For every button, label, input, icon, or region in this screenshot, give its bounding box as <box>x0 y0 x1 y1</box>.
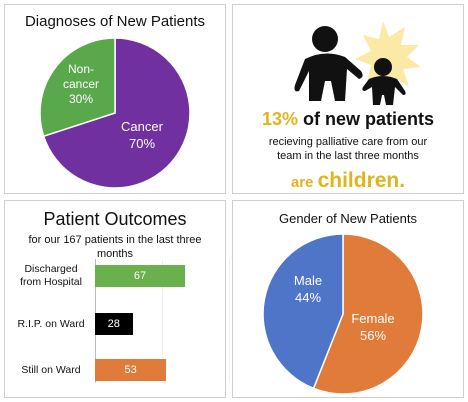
children-conclusion: are children. <box>233 169 463 193</box>
outcomes-subtitle: for our 167 patients in the last three m… <box>28 234 202 260</box>
male-label: Male <box>294 273 322 288</box>
non-cancer-percent: 30% <box>69 92 93 106</box>
pie-slice-cancer <box>42 37 191 189</box>
outcomes-panel: Patient Outcomes for our 167 patients in… <box>4 200 231 398</box>
bar-r-i-p-on-ward: 28 <box>95 313 133 335</box>
bar-category-label: Discharged from Hospital <box>20 263 82 288</box>
bar-still-on-ward: 53 <box>95 359 167 381</box>
cancer-percent: 70% <box>129 136 155 151</box>
outcomes-title: Patient Outcomes <box>43 209 187 229</box>
children-percent: 13% <box>261 109 298 129</box>
gender-title: Gender of New Patients <box>278 211 418 226</box>
children-panel: 13% of new patients recieving palliative… <box>232 4 464 194</box>
diagnoses-pie-chart: Non- cancer 30% Cancer 70% <box>39 37 191 189</box>
bar-category-label: Still on Ward <box>21 364 81 376</box>
male-percent: 44% <box>295 290 321 305</box>
diagnoses-title: Diagnoses of New Patients <box>24 13 206 30</box>
children-highlight-rest: of new patients <box>298 109 435 129</box>
bar-category-label: R.I.P. on Ward <box>17 318 85 330</box>
gridline <box>229 259 231 383</box>
cancer-label: Cancer <box>121 119 164 134</box>
non-cancer-label-2: cancer <box>63 77 99 91</box>
children-end-1: are <box>290 174 318 191</box>
children-line-1: recieving palliative care from our <box>268 136 428 148</box>
pie-slice-female <box>312 233 424 395</box>
children-line-2: team in the last three months <box>277 150 419 162</box>
adult-child-icon <box>294 21 421 105</box>
bar-discharged-from-hospital: 67 <box>95 265 185 287</box>
gender-pie-chart: Male 44% Female 56% <box>262 233 424 395</box>
children-description: recieving palliative care from our team … <box>233 135 463 163</box>
female-percent: 56% <box>360 328 386 343</box>
pie-slice-non-cancer <box>39 37 116 138</box>
gender-panel: Gender of New Patients Male 44% Female 5… <box>232 200 464 398</box>
pie-slice-male <box>262 233 344 390</box>
diagnoses-panel: Diagnoses of New Patients Non- cancer 30… <box>4 4 226 194</box>
children-highlight: 13% of new patients <box>233 109 463 130</box>
female-label: Female <box>351 311 394 326</box>
gridline <box>162 259 164 383</box>
non-cancer-label-1: Non- <box>68 62 94 76</box>
children-end-2: children. <box>317 169 406 192</box>
starburst-shape <box>355 21 421 93</box>
